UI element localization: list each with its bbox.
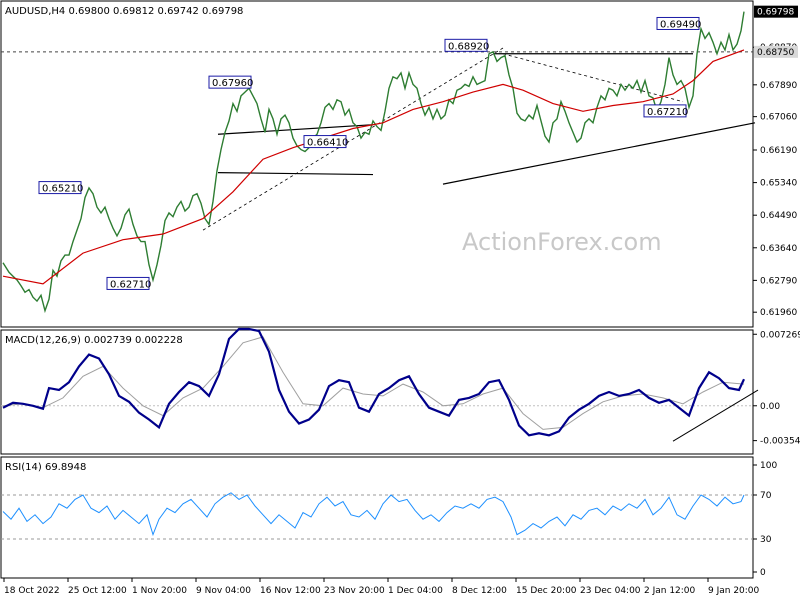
price-y-tick-label: 0.63640 <box>760 244 797 254</box>
macd-y-tick-label: -0.003542 <box>760 437 800 447</box>
price-trendline <box>217 124 374 135</box>
current-price-box <box>754 5 798 18</box>
moving-average-line <box>2 49 745 285</box>
x-tick-label: 9 Nov 04:00 <box>196 586 251 596</box>
price-annotation-box <box>444 38 488 52</box>
price-annotation-label: 0.65210 <box>42 184 83 195</box>
macd-y-tick-label: 0.00 <box>760 402 780 412</box>
price-marks: 0.65210 0.62710 0.67960 0.66410 0.68920 0.694… <box>1 11 756 314</box>
rsi-marks <box>1 492 753 540</box>
price-trendline <box>442 122 756 185</box>
price-annotation-label: 0.62710 <box>110 279 151 290</box>
level-price-box <box>754 45 798 58</box>
price-annotation-label: 0.68920 <box>448 41 489 52</box>
rsi-y-tick-label: 100 <box>760 461 777 471</box>
price-annotation-label: 0.69490 <box>660 19 701 30</box>
rsi-y-axis: 100 70 30 0 <box>753 461 777 578</box>
current-price-label: 0.69798 <box>757 8 794 18</box>
rsi-y-tick-label: 30 <box>760 535 772 545</box>
price-y-tick-label: 0.61960 <box>760 308 797 318</box>
price-annotation: 0.66410 <box>303 135 348 149</box>
price-trendline <box>202 47 504 231</box>
price-annotation-box <box>656 16 700 30</box>
price-annotation-box <box>208 75 252 89</box>
price-y-tick-label: 0.67060 <box>760 113 797 123</box>
price-y-tick-label: 0.64490 <box>760 211 797 221</box>
macd-trendline <box>672 389 759 442</box>
price-trendline <box>502 53 684 103</box>
x-tick-label: 9 Jan 20:00 <box>708 586 760 596</box>
macd-panel: MACD(12,26,9) 0.002739 0.002228 <box>0 327 759 455</box>
price-annotation: 0.62710 <box>106 276 151 290</box>
x-tick-label: 8 Dec 12:00 <box>452 586 507 596</box>
watermark: ActionForex.com <box>462 228 662 256</box>
price-annotation: 0.65210 <box>38 181 83 195</box>
price-y-tick-label: 0.67890 <box>760 81 797 91</box>
macd-header: MACD(12,26,9) 0.002739 0.002228 <box>5 335 183 346</box>
price-annotation-label: 0.66410 <box>307 138 348 149</box>
price-annotation: 0.67960 <box>208 75 253 89</box>
macd-panel-frame <box>0 329 754 455</box>
rsi-panel: RSI(14) 69.8948 <box>0 456 754 579</box>
x-tick-label: 25 Oct 12:00 <box>68 586 127 596</box>
macd-line <box>2 327 745 437</box>
macd-y-tick-label: 0.007269 <box>760 330 800 340</box>
x-tick-label: 15 Dec 20:00 <box>516 586 577 596</box>
price-annotation: 0.68920 <box>444 38 489 52</box>
rsi-y-tick-label: 0 <box>760 568 766 578</box>
x-tick-label: 16 Nov 12:00 <box>260 586 321 596</box>
rsi-panel-frame <box>0 456 754 579</box>
macd-marks <box>1 327 759 442</box>
x-tick-label: 1 Dec 04:00 <box>388 586 443 596</box>
price-annotation: 0.69490 <box>656 16 701 30</box>
rsi-line <box>2 492 745 537</box>
price-annotation-box <box>303 135 347 149</box>
x-tick-label: 23 Dec 04:00 <box>580 586 641 596</box>
price-annotation-box <box>106 276 150 290</box>
time-x-axis: 18 Oct 2022 25 Oct 12:00 1 Nov 20:00 9 Nov … <box>3 578 760 596</box>
price-panel: ActionForex.com 0.652100.627100.679600.6… <box>0 0 756 328</box>
price-y-tick-label: 0.66190 <box>760 146 797 156</box>
price-y-tick-label: 0.62790 <box>760 276 797 286</box>
x-tick-label: 23 Nov 20:00 <box>324 586 385 596</box>
x-tick-label: 2 Jan 12:00 <box>644 586 696 596</box>
price-panel-frame <box>0 0 754 328</box>
price-annotation-box <box>643 104 687 118</box>
price-annotation: 0.67210 <box>643 104 688 118</box>
price-y-axis: 0.688700.678900.670600.661900.653400.644… <box>753 5 798 318</box>
x-tick-label: 1 Nov 20:00 <box>132 586 187 596</box>
macd-y-axis: 0.007269 0.00 -0.003542 <box>753 330 800 447</box>
level-price-label: 0.68750 <box>757 48 794 58</box>
price-annotation-label: 0.67960 <box>212 78 253 89</box>
price-header: AUDUSD,H4 0.69800 0.69812 0.69742 0.6979… <box>5 6 243 17</box>
rsi-header: RSI(14) 69.8948 <box>5 462 86 473</box>
price-annotation-label: 0.67210 <box>647 107 688 118</box>
rsi-y-tick-label: 70 <box>760 491 772 501</box>
price-y-tick-label: 0.65340 <box>760 179 797 189</box>
x-tick-label: 18 Oct 2022 <box>4 586 60 596</box>
price-annotation-box <box>38 181 82 195</box>
